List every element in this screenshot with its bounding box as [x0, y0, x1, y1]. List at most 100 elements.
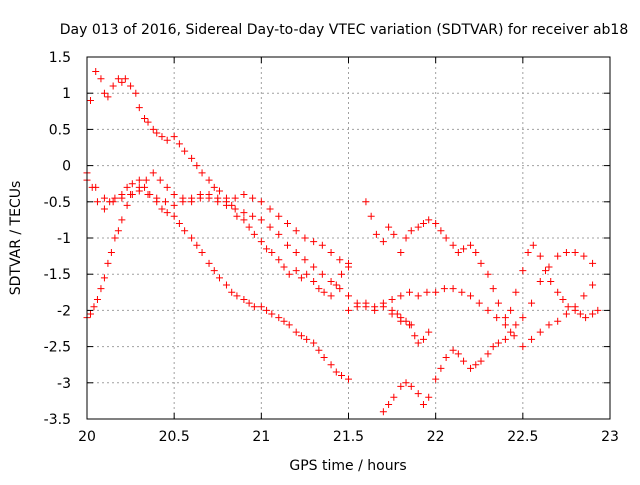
data-point: [158, 133, 166, 141]
data-point: [205, 194, 213, 202]
series-1: [83, 169, 352, 383]
data-point: [97, 75, 105, 83]
data-point: [170, 191, 178, 199]
data-point: [519, 267, 527, 275]
y-tick-label: -3: [57, 376, 71, 392]
data-point: [528, 299, 536, 307]
data-point: [240, 209, 248, 217]
data-point: [228, 288, 236, 296]
data-point: [198, 169, 206, 177]
data-point: [310, 277, 318, 285]
data-point: [458, 288, 466, 296]
data-point: [283, 220, 291, 228]
data-point: [571, 248, 579, 256]
data-point: [393, 310, 401, 318]
data-point: [554, 252, 562, 260]
data-point: [263, 306, 271, 314]
data-point: [268, 248, 276, 256]
data-point: [193, 162, 201, 170]
data-point: [318, 270, 326, 278]
data-point: [188, 194, 196, 202]
y-tick-label: -1: [57, 231, 71, 247]
data-point: [484, 350, 492, 358]
data-point: [402, 317, 410, 325]
data-point: [425, 328, 433, 336]
data-point: [402, 234, 410, 242]
data-point: [454, 248, 462, 256]
data-point: [501, 335, 509, 343]
data-point: [407, 321, 415, 329]
data-point: [163, 183, 171, 191]
data-point: [562, 310, 570, 318]
y-tick-label: 0.5: [49, 122, 71, 138]
data-point: [109, 198, 117, 206]
data-point: [419, 401, 427, 409]
data-point: [210, 267, 218, 275]
data-point: [406, 288, 414, 296]
series-4: [362, 198, 602, 322]
data-point: [104, 259, 112, 267]
data-point: [372, 230, 380, 238]
data-point: [442, 234, 450, 242]
data-point: [501, 321, 509, 329]
data-point: [86, 310, 94, 318]
data-point: [536, 252, 544, 260]
data-point: [233, 212, 241, 220]
x-tick-label: 22: [427, 429, 445, 445]
data-point: [149, 125, 157, 133]
data-point: [397, 248, 405, 256]
data-point: [175, 220, 183, 228]
data-point: [562, 248, 570, 256]
data-point: [449, 346, 457, 354]
data-point: [402, 379, 410, 387]
data-point: [149, 169, 157, 177]
data-point: [292, 267, 300, 275]
data-point: [170, 212, 178, 220]
data-point: [397, 314, 405, 322]
data-point: [512, 321, 520, 329]
data-point: [449, 241, 457, 249]
data-point: [93, 198, 101, 206]
data-point: [188, 154, 196, 162]
data-point: [156, 176, 164, 184]
data-point: [266, 223, 274, 231]
data-point: [425, 393, 433, 401]
y-tick-label: -3.5: [44, 412, 71, 428]
data-point: [123, 201, 131, 209]
data-point: [280, 263, 288, 271]
data-point: [111, 234, 119, 242]
data-point: [303, 270, 311, 278]
data-point: [388, 296, 396, 304]
data-point: [123, 183, 131, 191]
series-0: [86, 67, 352, 300]
x-tick-label: 20.5: [159, 429, 190, 445]
data-point: [161, 198, 169, 206]
data-point: [454, 350, 462, 358]
data-point: [222, 281, 230, 289]
data-point: [210, 183, 218, 191]
data-point: [214, 198, 222, 206]
data-point: [388, 306, 396, 314]
data-point: [100, 89, 108, 97]
x-axis-title: GPS time / hours: [289, 458, 406, 474]
data-point: [310, 238, 318, 246]
data-point: [460, 245, 468, 253]
data-point: [318, 241, 326, 249]
data-point: [249, 194, 257, 202]
data-point: [118, 78, 126, 86]
data-point: [345, 306, 352, 314]
data-point: [407, 382, 415, 390]
data-point: [336, 285, 344, 293]
x-tick-label: 23: [601, 429, 619, 445]
data-point: [181, 147, 189, 155]
data-point: [336, 256, 344, 264]
data-point: [332, 281, 340, 289]
data-point: [484, 270, 492, 278]
data-point: [233, 292, 241, 300]
data-point: [397, 382, 405, 390]
data-point: [547, 277, 555, 285]
data-point: [362, 198, 370, 206]
data-point: [414, 339, 422, 347]
data-point: [425, 216, 433, 224]
